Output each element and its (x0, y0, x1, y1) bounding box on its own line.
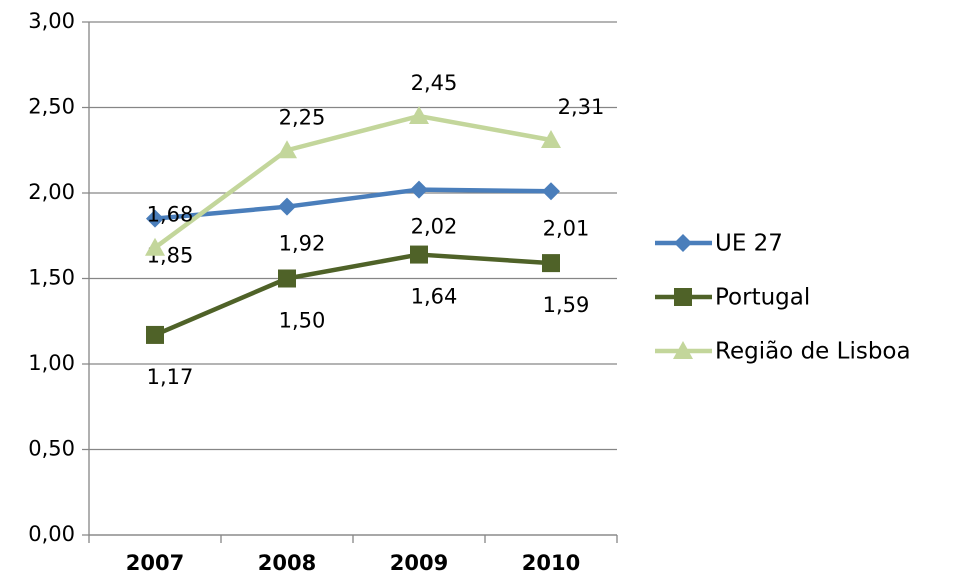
data-label: 1,68 (147, 203, 194, 227)
data-label: 2,45 (411, 71, 458, 95)
data-point (278, 269, 296, 288)
data-label: 2,25 (279, 105, 326, 129)
y-tick-label: 2,00 (28, 180, 75, 204)
data-label: 1,92 (279, 232, 326, 256)
data-point (277, 140, 297, 159)
data-point (410, 180, 428, 199)
series-line (154, 252, 552, 337)
legend-label: UE 27 (715, 231, 783, 257)
legend-marker (674, 288, 692, 306)
legend-marker (674, 234, 692, 252)
series-line (154, 187, 552, 221)
x-tick-label: 2008 (258, 551, 316, 575)
data-point (146, 209, 164, 228)
x-tick-label: 2007 (126, 551, 184, 575)
data-label: 1,64 (411, 285, 458, 309)
y-tick-label: 0,50 (28, 437, 75, 461)
data-point (542, 182, 560, 201)
data-point (410, 245, 428, 264)
data-label: 1,50 (279, 309, 326, 333)
data-point (278, 197, 296, 216)
y-tick-label: 2,50 (28, 95, 75, 119)
legend-label: Portugal (715, 285, 810, 311)
data-label: 2,01 (543, 216, 590, 240)
y-tick-label: 1,50 (28, 266, 75, 290)
x-tick-label: 2009 (390, 551, 448, 575)
y-tick-label: 3,00 (28, 9, 75, 33)
legend-label: Região de Lisboa (715, 339, 911, 365)
data-point (542, 254, 560, 273)
y-tick-label: 1,00 (28, 351, 75, 375)
data-point (146, 325, 164, 344)
data-label: 1,17 (147, 365, 194, 389)
y-tick-label: 0,00 (28, 522, 75, 546)
data-label: 2,02 (411, 215, 458, 239)
data-point (409, 106, 429, 125)
data-point (541, 129, 561, 148)
data-label: 2,31 (558, 95, 605, 119)
legend-marker (673, 341, 693, 359)
x-tick-label: 2010 (522, 551, 580, 575)
data-point (145, 237, 165, 256)
series-line (153, 113, 552, 250)
data-label: 1,59 (543, 293, 590, 317)
